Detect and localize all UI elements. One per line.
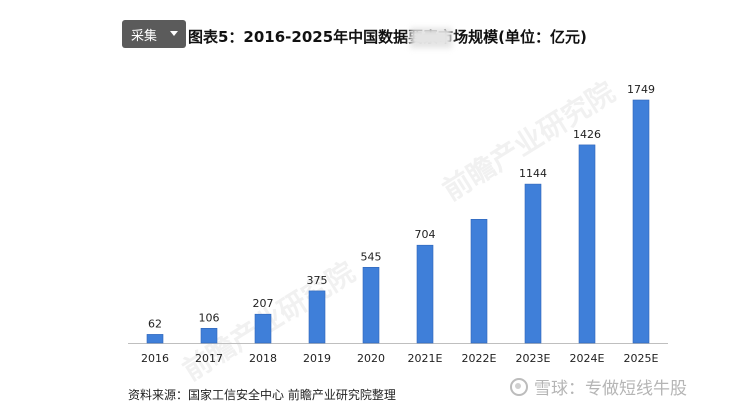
- collect-button[interactable]: 采集: [122, 20, 186, 48]
- snowball-icon: [510, 377, 528, 396]
- x-tick-label-2020: 2020: [357, 352, 385, 365]
- bar-2023E: [524, 183, 542, 344]
- watermark-text: 雪球：专做短线牛股: [534, 379, 687, 399]
- data-label-2025E: 1749: [627, 83, 655, 96]
- data-label-2016: 62: [148, 317, 162, 330]
- collect-label: 采集: [131, 28, 158, 44]
- x-tick-label-2025E: 2025E: [624, 352, 659, 365]
- source-note: 资料来源：国家工信安全中心 前瞻产业研究院整理: [128, 388, 396, 402]
- x-tick-label-2017: 2017: [195, 352, 223, 365]
- bar-2018: [254, 313, 272, 344]
- bar-2016: [146, 334, 164, 344]
- data-label-2024E: 1426: [573, 128, 601, 141]
- bar-2020: [362, 266, 380, 344]
- bar-2021E: [416, 244, 434, 344]
- data-label-2021E: 704: [415, 228, 436, 241]
- snowball-watermark: 雪球：专做短线牛股: [510, 374, 687, 399]
- data-label-2018: 207: [253, 297, 274, 310]
- chevron-down-icon[interactable]: [170, 31, 178, 36]
- title-blur-overlay: [410, 28, 452, 48]
- x-tick-label-2021E: 2021E: [408, 352, 443, 365]
- x-tick-label-2024E: 2024E: [570, 352, 605, 365]
- x-tick-label-2023E: 2023E: [516, 352, 551, 365]
- x-tick-label-2022E: 2022E: [462, 352, 497, 365]
- x-tick-label-2016: 2016: [141, 352, 169, 365]
- bar-2022E: [470, 219, 488, 344]
- data-label-2020: 545: [361, 250, 382, 263]
- bar-2024E: [578, 144, 596, 344]
- data-label-2019: 375: [307, 274, 328, 287]
- data-label-2023E: 1144: [519, 167, 547, 180]
- data-label-2017: 106: [199, 311, 220, 324]
- chart-title: 图表5：2016-2025年中国数据要素市场规模(单位：亿元): [188, 28, 587, 46]
- bar-2019: [308, 290, 326, 344]
- x-tick-label-2019: 2019: [303, 352, 331, 365]
- bar-2017: [200, 327, 218, 344]
- bar-2025E: [632, 99, 650, 344]
- x-tick-label-2018: 2018: [249, 352, 277, 365]
